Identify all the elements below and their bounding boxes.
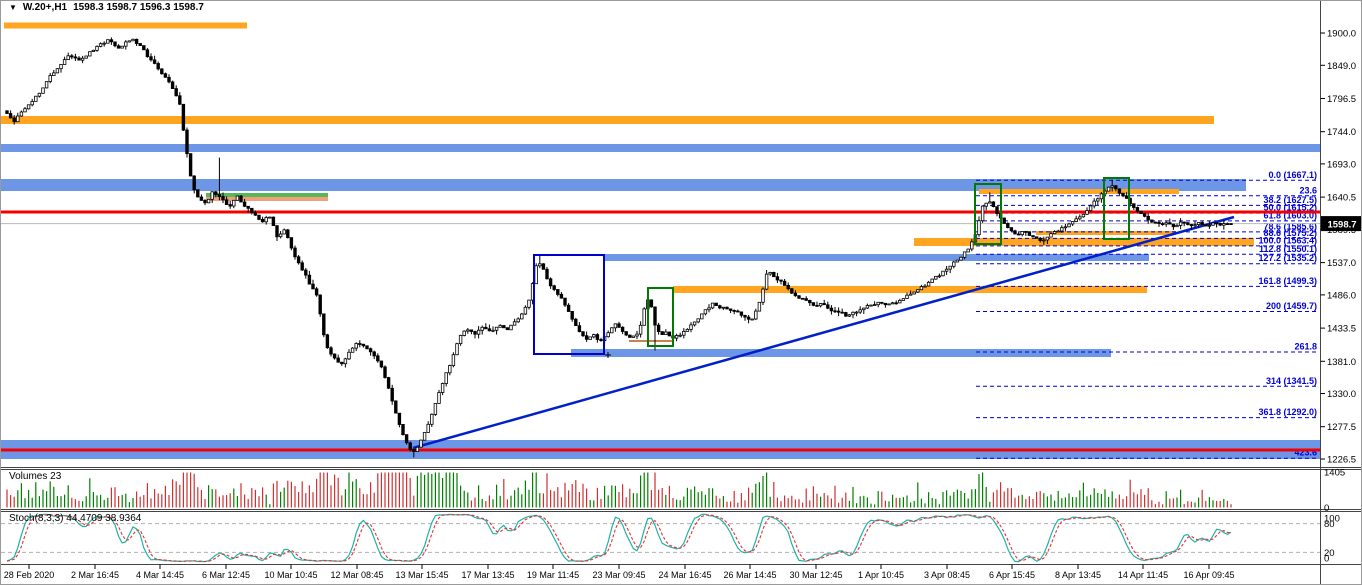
fib-level-label: 61.8 (1603.0) [1263,210,1317,220]
fib-level-label: 100.0 (1563.4) [1258,235,1317,245]
stoch-indicator-label: Stoch(8,3,3) 44.4709 38.9364 [9,513,142,524]
time-axis-label: 16 Apr 09:45 [1183,570,1234,580]
top-orange-band[interactable] [4,22,247,29]
fib-level-label: 50.0 (1615.2) [1263,203,1317,213]
dropdown-arrow-icon[interactable]: ▼ [9,3,17,12]
time-axis-label: 13 Mar 15:45 [395,570,448,580]
price-axis-label: 1849.0 [1327,61,1356,72]
time-axis-label: 1 Apr 10:45 [858,570,904,580]
fib-level-label: 112.8 (1550.1) [1259,244,1317,254]
fib-level-label: 361.8 (1292.0) [1258,407,1317,417]
time-axis-label: 6 Apr 15:45 [989,570,1035,580]
time-axis-label: 30 Mar 12:45 [789,570,842,580]
fib-level-label: 127.2 (1535.2) [1258,253,1317,263]
stoch-signal-line [6,514,1232,563]
time-axis-label: 19 Mar 11:45 [527,570,579,580]
time-axis-label: 23 Mar 09:45 [592,570,645,580]
symbol-period-label: W.20+,H1 [22,2,68,13]
upper-blue-band[interactable] [1,144,1320,152]
mid-blue-band[interactable] [605,254,1149,261]
fib-level-label: 200 (1459.7) [1266,301,1317,311]
stoch-axis-label: 0 [1324,554,1329,565]
orange-band-100[interactable] [914,238,1254,246]
price-axis-label: 1693.0 [1327,159,1356,170]
salmon-strip[interactable] [206,197,328,201]
ohlc-values: 1598.3 1598.7 1596.3 1598.7 [73,2,204,13]
time-axis-label: 3 Apr 08:45 [924,570,970,580]
green-rectangle-1[interactable] [647,287,674,347]
time-axis-label: 2 Mar 16:45 [71,570,119,580]
volume-bars-layer [6,472,1232,508]
price-axis-label: 1381.0 [1327,357,1356,368]
svg-text:1598.7: 1598.7 [1327,220,1356,231]
orange-strip-upper[interactable] [979,189,1179,194]
fib-level-label: 88.6 (1575.2) [1263,228,1317,238]
current-price-box: 1598.7 [1321,216,1361,232]
price-axis-label: 1900.0 [1327,29,1356,40]
stoch-main-line [6,513,1232,563]
price-axis-label: 1744.0 [1327,127,1356,138]
price-axis-label: 1433.5 [1327,324,1356,335]
time-axis-label: 6 Mar 12:45 [202,570,250,580]
wide-orange-band[interactable] [1,116,1214,124]
time-axis: 28 Feb 2020 2 Mar 16:45 4 Mar 14:45 6 Mar 1… [4,564,1235,580]
price-axis-label: 1640.5 [1327,193,1356,204]
time-axis-label: 4 Mar 14:45 [136,570,184,580]
price-axis-label: 1796.5 [1327,94,1356,105]
fib-levels-layer: 0.0 (1667.1) 23.638.2 (1627.5)50.0 (1615.… [976,170,1319,459]
price-axis-label: 1486.0 [1327,290,1356,301]
price-axis: 1900.01849.01796.51744.01693.01640.51589… [1320,29,1356,565]
time-axis-label: 12 Mar 08:45 [330,570,383,580]
blue-rectangle[interactable] [533,254,605,355]
resistance-blue-band[interactable] [1,179,1246,191]
fib-level-label: 23.6 [1299,185,1317,195]
green-rectangle-3[interactable] [1103,177,1130,240]
time-axis-label: 28 Feb 2020 [4,570,55,580]
fib-level-label: 0.0 (1667.1) [1268,170,1317,180]
time-axis-label: 8 Apr 13:45 [1055,570,1101,580]
time-axis-label: 10 Mar 10:45 [264,570,317,580]
fib-level-label: 161.8 (1499.3) [1258,276,1317,286]
time-axis-label: 17 Mar 13:45 [461,570,514,580]
price-axis-label: 1277.5 [1327,422,1356,433]
fib-level-label: 261.8 [1294,342,1317,352]
stoch-axis-label: 100 [1324,514,1340,525]
fib-level-label: 423.6 [1294,448,1317,458]
fib-level-label: 78.6 (1585.6) [1263,221,1317,231]
price-axis-label: 1330.0 [1327,389,1356,400]
price-axis-label: 1226.5 [1327,455,1356,466]
candles-layer [5,37,1233,458]
fib-level-label: 38.2 (1627.5) [1263,195,1317,205]
stoch-axis-label: 80 [1324,519,1335,530]
green-rectangle-2[interactable] [974,183,1002,245]
green-strip[interactable] [206,193,328,197]
brown-strip[interactable] [629,340,673,342]
orange-strip-786[interactable] [1036,231,1176,235]
blue-band-2618[interactable] [571,349,1111,357]
price-axis-label: 1537.0 [1327,258,1356,269]
time-axis-label: 26 Mar 14:45 [723,570,776,580]
volume-axis-label: 1405 [1324,468,1345,479]
time-axis-label: 14 Apr 11:45 [1118,570,1168,580]
orange-band-1618[interactable] [673,286,1147,293]
trend-line[interactable] [412,215,1235,450]
zone-bands-layer [1,22,1320,459]
fib-level-label: 314 (1341.5) [1266,376,1317,386]
volume-axis-label: 0 [1324,503,1329,514]
chart-title: ▼ W.20+,H1 1598.3 1598.7 1596.3 1598.7 [9,2,204,13]
time-axis-label: 24 Mar 16:45 [658,570,711,580]
stoch-axis-label: 20 [1324,548,1335,559]
object-anchor-marker[interactable] [605,352,611,359]
volumes-indicator-label: Volumes 23 [9,471,62,482]
